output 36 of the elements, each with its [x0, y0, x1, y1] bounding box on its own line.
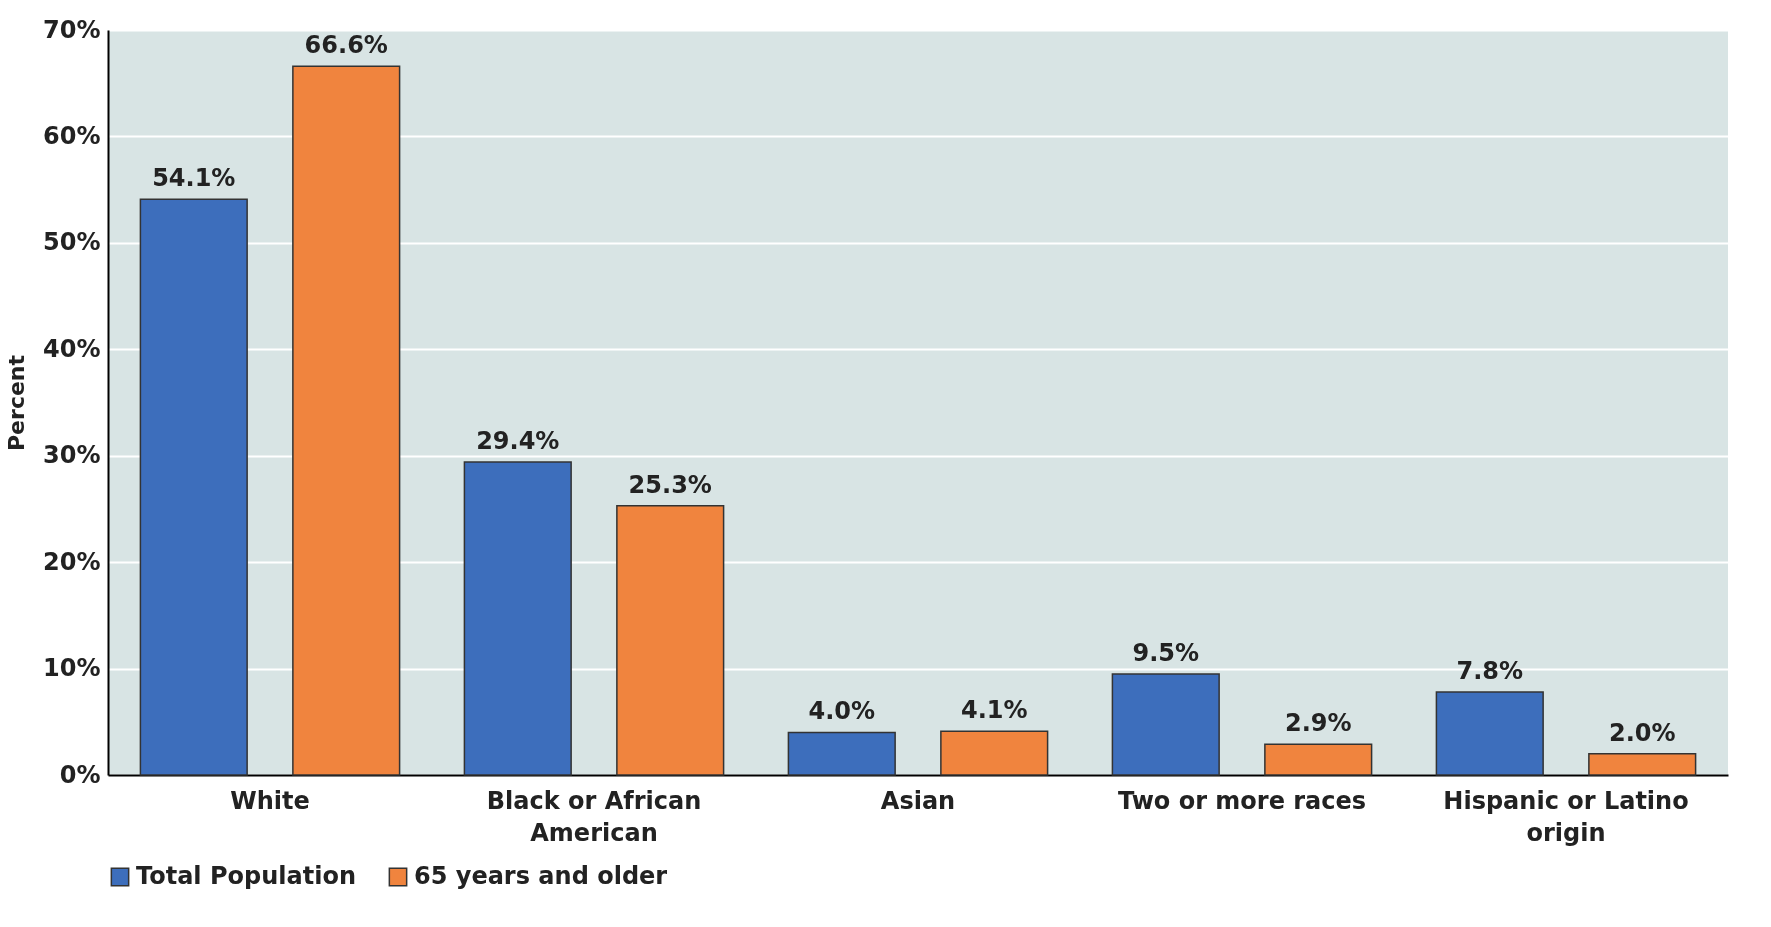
bar — [139, 198, 248, 776]
data-label: 54.1% — [152, 164, 236, 193]
bar — [292, 65, 401, 776]
bar — [1435, 691, 1544, 776]
bar — [463, 461, 572, 776]
data-label: 2.9% — [1284, 709, 1352, 738]
data-label: 7.8% — [1456, 656, 1524, 685]
data-label: 9.5% — [1132, 638, 1200, 667]
data-label: 2.0% — [1608, 718, 1676, 747]
y-tick-label: 70% — [43, 15, 101, 44]
y-tick-label: 10% — [43, 654, 101, 683]
bar — [787, 731, 896, 776]
y-tick-label: 20% — [43, 547, 101, 576]
x-tick-label: White — [230, 786, 310, 815]
legend-label: 65 years and older — [414, 862, 668, 890]
y-tick-label: 50% — [43, 228, 101, 257]
bar — [940, 730, 1049, 776]
y-tick-label: 30% — [43, 441, 101, 470]
bar — [616, 504, 725, 776]
data-label: 25.3% — [628, 470, 712, 499]
data-label: 66.6% — [304, 31, 388, 60]
bar — [1111, 673, 1220, 776]
bar — [1588, 752, 1697, 776]
x-tick-label: Hispanic or Latino origin — [1443, 786, 1689, 847]
y-tick-label: 0% — [59, 760, 101, 789]
x-tick-label: Black or African American — [486, 786, 702, 847]
bar — [1264, 743, 1373, 776]
x-tick-label: Two or more races — [1117, 786, 1367, 815]
y-tick-label: 60% — [43, 121, 101, 150]
y-tick-label: 40% — [43, 334, 101, 363]
data-label: 4.0% — [808, 697, 876, 726]
x-tick-label: Asian — [880, 786, 956, 815]
data-label: 29.4% — [476, 427, 560, 456]
legend-label: Total Population — [136, 862, 356, 890]
y-axis-title: Percent — [4, 354, 30, 452]
data-label: 4.1% — [960, 696, 1028, 725]
